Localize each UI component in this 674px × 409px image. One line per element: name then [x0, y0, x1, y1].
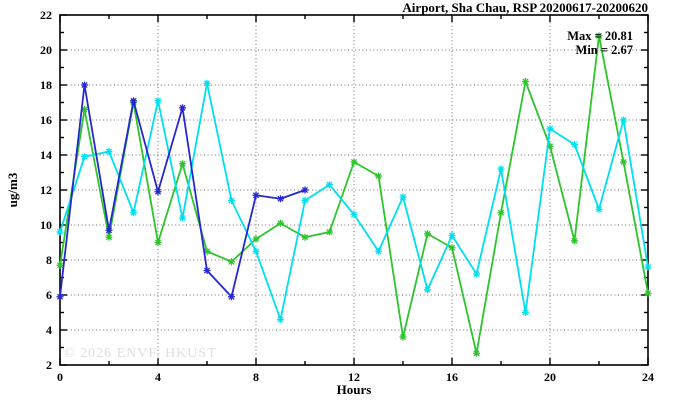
data-point-marker-cyan — [522, 309, 529, 316]
y-tick-label: 6 — [46, 288, 52, 302]
data-point-marker-cyan — [497, 165, 505, 173]
data-point-marker-cyan — [595, 205, 603, 213]
data-point-marker-blue — [301, 186, 309, 194]
data-point-marker-cyan — [571, 141, 578, 148]
data-point-marker-green — [571, 237, 578, 245]
x-tick-label: 16 — [446, 370, 458, 384]
data-point-marker-green — [595, 32, 603, 40]
data-point-marker-green — [277, 219, 284, 227]
data-point-marker-green — [644, 289, 652, 297]
min-annotation: Min = 2.67 — [576, 43, 633, 57]
data-point-marker-green — [105, 233, 113, 241]
data-point-marker-green — [399, 333, 407, 341]
data-point-marker-blue — [105, 226, 113, 234]
data-point-marker-cyan — [448, 232, 456, 239]
series-line-blue — [59, 84, 306, 298]
y-tick-label: 2 — [46, 358, 52, 372]
data-point-marker-cyan — [350, 211, 358, 218]
x-axis-title: Hours — [337, 382, 372, 397]
data-point-marker-blue — [130, 97, 137, 105]
data-point-marker-green — [424, 230, 431, 238]
y-tick-label: 16 — [40, 113, 52, 127]
data-point-marker-cyan — [546, 125, 554, 133]
data-point-marker-cyan — [203, 79, 211, 87]
data-point-marker-cyan — [252, 247, 260, 255]
data-point-marker-cyan — [105, 148, 113, 155]
x-tick-label: 8 — [253, 370, 259, 384]
data-point-marker-green — [154, 239, 162, 246]
data-point-marker-blue — [277, 195, 284, 203]
data-point-marker-cyan — [326, 181, 333, 189]
data-point-marker-green — [448, 244, 456, 252]
data-point-marker-cyan — [56, 228, 64, 236]
data-point-marker-cyan — [399, 193, 407, 201]
y-axis-title: ug/m3 — [5, 172, 20, 207]
data-point-marker-green — [546, 142, 554, 150]
x-tick-label: 4 — [155, 370, 161, 384]
y-tick-label: 14 — [40, 148, 52, 162]
data-point-marker-green — [350, 158, 358, 166]
data-point-marker-green — [620, 158, 627, 166]
data-point-marker-blue — [56, 293, 64, 301]
data-point-marker-cyan — [277, 316, 284, 323]
data-point-marker-cyan — [473, 270, 480, 278]
data-point-marker-cyan — [301, 197, 309, 204]
data-point-marker-cyan — [179, 214, 186, 222]
y-tick-label: 22 — [40, 8, 52, 22]
data-point-marker-green — [522, 78, 529, 85]
x-tick-label: 12 — [348, 370, 360, 384]
y-tick-label: 12 — [40, 183, 52, 197]
y-tick-label: 10 — [40, 218, 52, 232]
watermark: © 2026 ENVF, HKUST — [64, 346, 217, 361]
data-point-marker-green — [375, 172, 382, 180]
data-point-marker-blue — [203, 267, 211, 274]
y-tick-label: 18 — [40, 78, 52, 92]
data-point-marker-green — [228, 258, 235, 266]
data-point-marker-green — [252, 235, 260, 243]
y-tick-label: 20 — [40, 43, 52, 57]
data-point-marker-cyan — [154, 97, 162, 105]
data-point-marker-cyan — [620, 116, 627, 124]
data-point-marker-green — [203, 247, 211, 255]
data-point-marker-blue — [252, 191, 260, 199]
data-point-marker-blue — [228, 293, 235, 301]
x-tick-label: 0 — [57, 370, 63, 384]
data-point-marker-cyan — [375, 247, 382, 255]
max-annotation: Max = 20.81 — [567, 29, 633, 43]
y-tick-label: 4 — [46, 323, 52, 337]
plot-frame — [59, 14, 649, 366]
data-point-marker-cyan — [228, 197, 235, 204]
x-tick-label: 20 — [544, 370, 556, 384]
data-point-marker-green — [56, 261, 64, 269]
data-point-marker-cyan — [424, 286, 431, 294]
data-point-marker-cyan — [81, 153, 88, 161]
data-point-marker-cyan — [130, 209, 137, 217]
data-point-marker-blue — [179, 104, 186, 112]
series-line-cyan — [59, 82, 649, 321]
data-point-marker-green — [473, 349, 480, 357]
data-point-marker-cyan — [644, 263, 652, 271]
data-point-marker-green — [497, 209, 505, 217]
data-point-marker-green — [326, 228, 333, 236]
data-point-marker-green — [179, 160, 186, 168]
data-point-marker-blue — [154, 188, 162, 196]
data-point-marker-blue — [81, 81, 88, 89]
data-point-marker-green — [301, 233, 309, 241]
chart-title: Airport, Sha Chau, RSP 20200617-20200620 — [402, 0, 648, 15]
data-point-marker-green — [81, 106, 88, 113]
y-tick-label: 8 — [46, 253, 52, 267]
x-tick-label: 24 — [642, 370, 654, 384]
